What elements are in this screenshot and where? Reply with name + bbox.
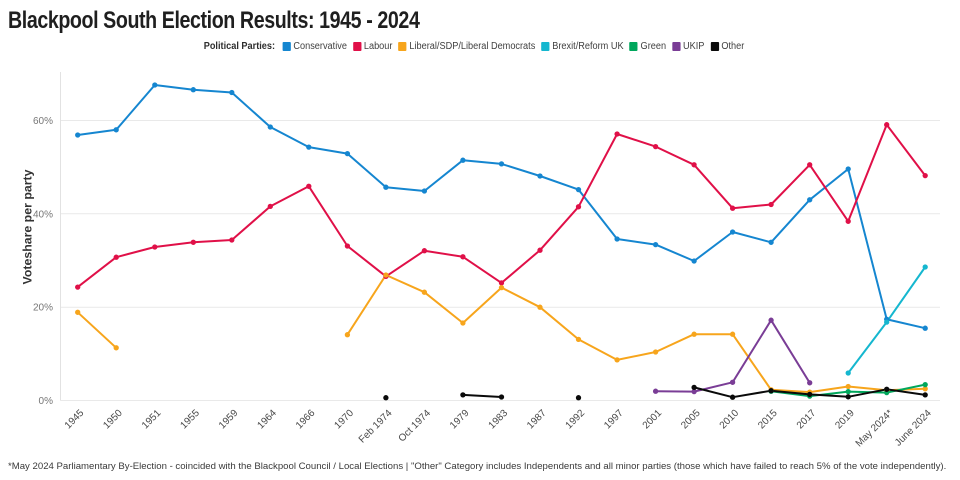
svg-text:Oct 1974: Oct 1974 xyxy=(397,408,434,445)
svg-text:20%: 20% xyxy=(33,303,53,314)
svg-text:60%: 60% xyxy=(33,116,53,127)
svg-text:1987: 1987 xyxy=(525,408,549,432)
svg-text:1951: 1951 xyxy=(140,408,164,432)
svg-text:1966: 1966 xyxy=(294,408,318,432)
svg-text:2010: 2010 xyxy=(718,408,742,432)
svg-text:1970: 1970 xyxy=(333,408,357,432)
svg-text:1955: 1955 xyxy=(178,408,202,432)
svg-text:1992: 1992 xyxy=(564,408,588,432)
svg-text:2001: 2001 xyxy=(641,408,665,432)
svg-text:1997: 1997 xyxy=(602,408,626,432)
svg-text:40%: 40% xyxy=(33,209,53,220)
svg-text:Feb 1974: Feb 1974 xyxy=(357,408,395,446)
svg-text:1964: 1964 xyxy=(255,408,279,432)
svg-text:2005: 2005 xyxy=(679,408,703,432)
svg-text:0%: 0% xyxy=(39,396,54,407)
svg-text:1950: 1950 xyxy=(101,408,125,432)
svg-text:May 2024*: May 2024* xyxy=(854,408,896,450)
svg-text:1959: 1959 xyxy=(217,408,241,432)
svg-text:Voteshare per party: Voteshare per party xyxy=(21,169,35,284)
svg-text:2019: 2019 xyxy=(833,408,857,432)
svg-text:2017: 2017 xyxy=(795,408,819,432)
svg-text:1945: 1945 xyxy=(63,408,87,432)
svg-text:1983: 1983 xyxy=(487,408,511,432)
svg-text:1979: 1979 xyxy=(448,408,472,432)
svg-text:June 2024: June 2024 xyxy=(893,408,934,449)
svg-text:2015: 2015 xyxy=(756,408,780,432)
